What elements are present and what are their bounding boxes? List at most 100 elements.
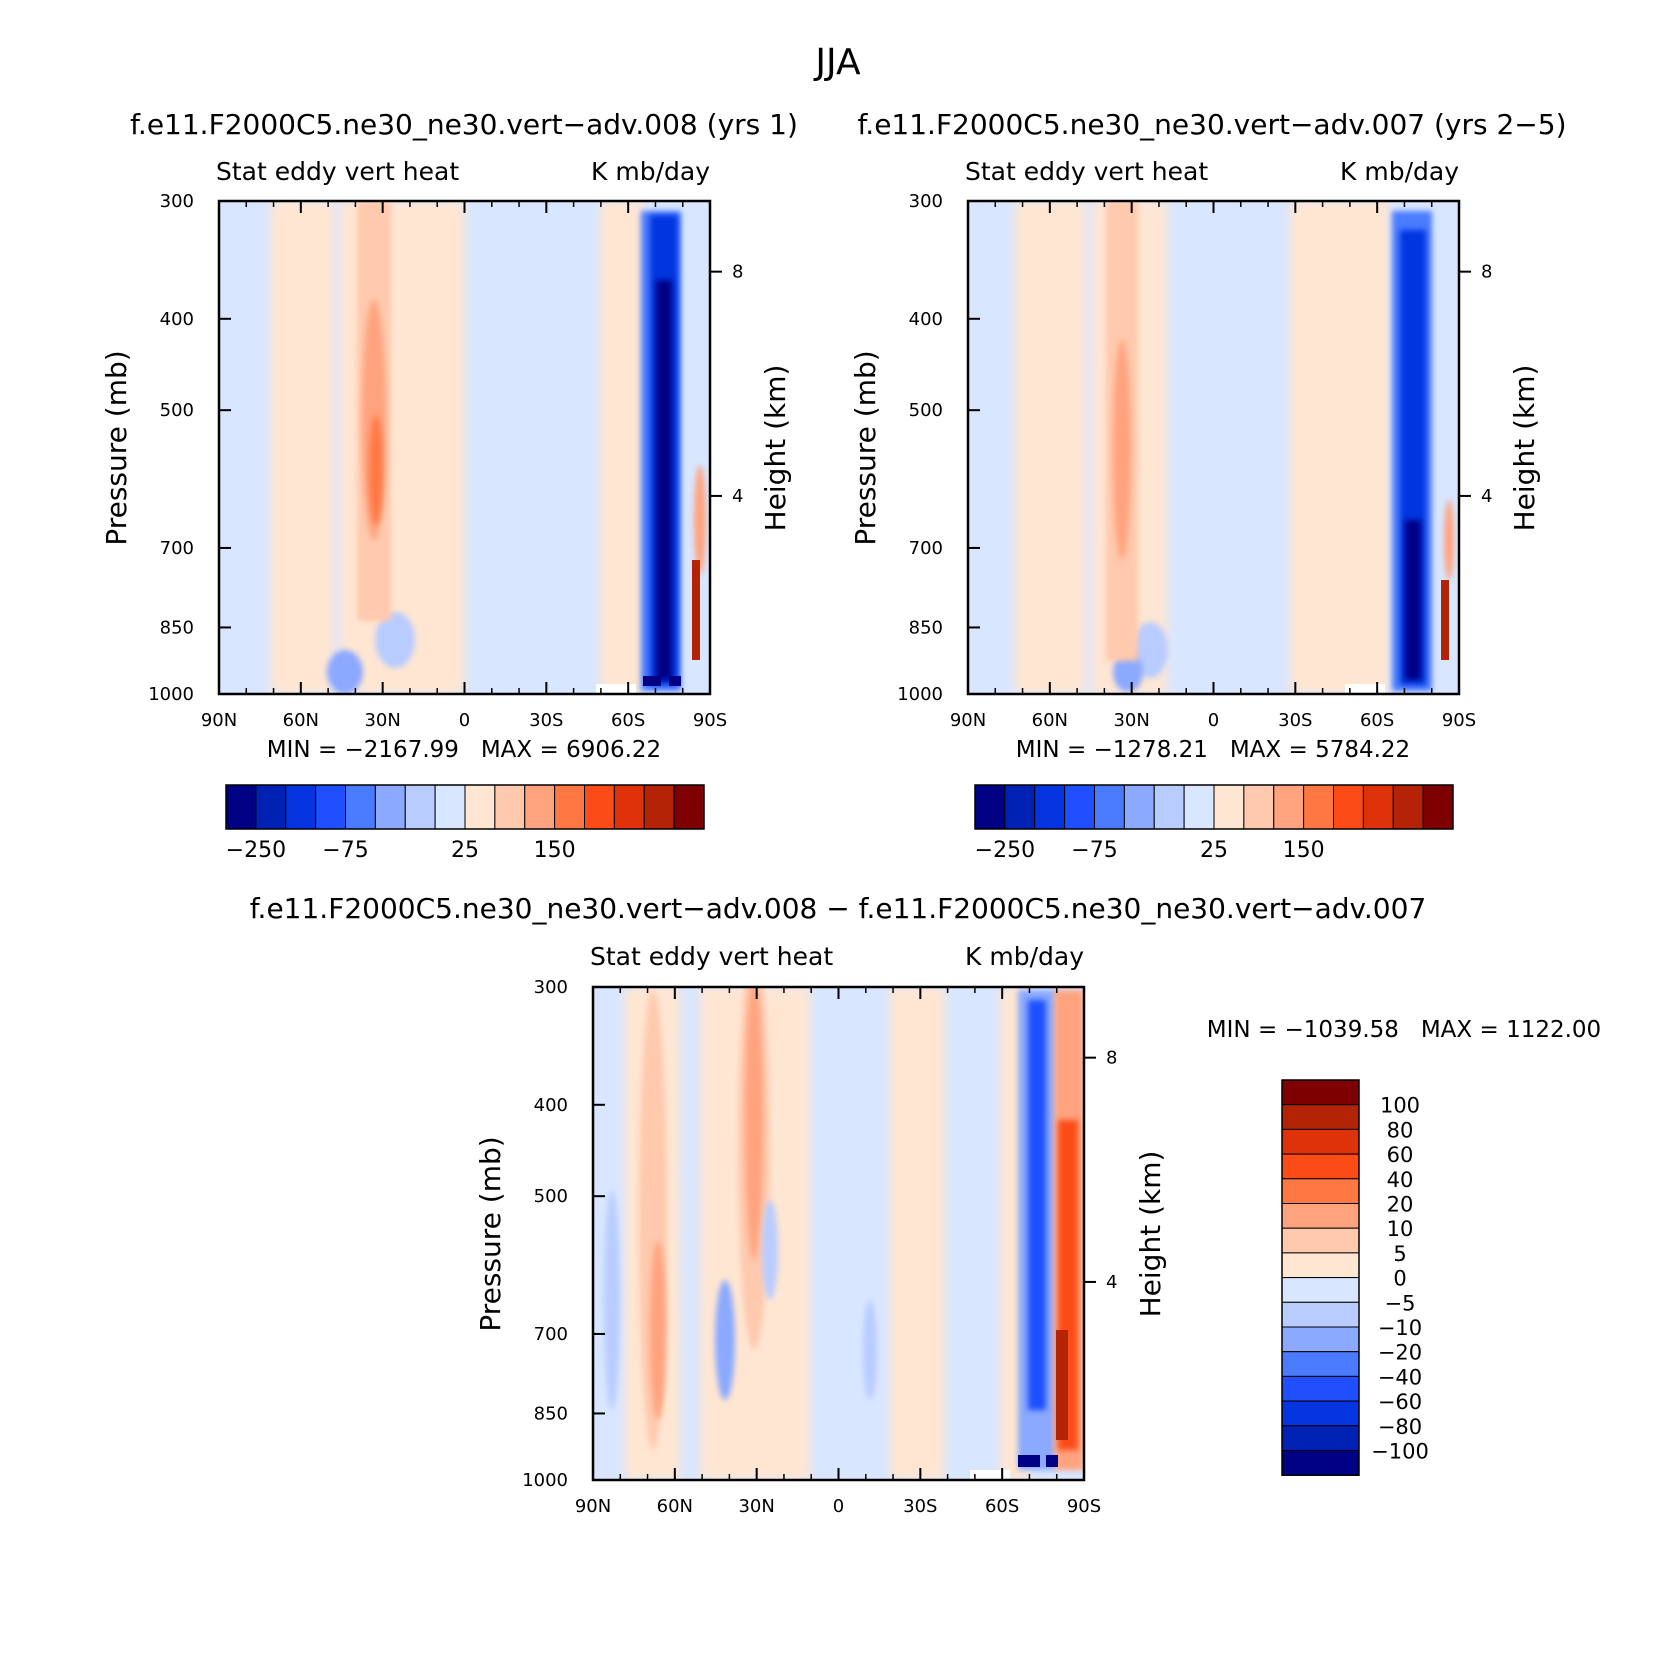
- colorbar-cell: [1034, 784, 1066, 830]
- x-tick-label: 0: [459, 710, 470, 731]
- colorbar-cell: [1281, 1351, 1360, 1377]
- colorbar-cell: [1392, 784, 1424, 830]
- height-tick-label: 4: [1481, 486, 1492, 507]
- panel-2-polar-cold-core: [1405, 520, 1421, 680]
- x-tick-label: 90S: [693, 710, 727, 731]
- panel-2-axes: 90N 60N 30N 0 30S 60S 90S 300 400 500 700 850 1000 8 4: [897, 191, 1492, 731]
- y-tick-label: 500: [534, 1186, 568, 1207]
- x-tick-label: 60S: [985, 1496, 1019, 1517]
- y-tick-label: 300: [160, 191, 194, 212]
- panel-3-field: [604, 987, 1084, 1480]
- panel-3-midlat-warm-core: [650, 1240, 666, 1420]
- colorbar-cell: [1281, 1227, 1360, 1254]
- colorbar-cell: [974, 784, 1006, 830]
- panel-3-ylabel: Pressure (mb): [474, 1136, 507, 1331]
- y-tick-label: 1000: [522, 1470, 568, 1491]
- height-tick-label: 4: [1106, 1272, 1117, 1293]
- x-tick-label: 90S: [1442, 710, 1476, 731]
- colorbar-label: 0: [1393, 1267, 1406, 1291]
- panel-1-subtropical-peak: [369, 415, 383, 525]
- y-tick-label: 500: [160, 400, 194, 421]
- colorbar-cell: [1281, 1252, 1360, 1279]
- panel-1-warm-band-c: [600, 201, 645, 694]
- panel-3: f.e11.F2000C5.ne30_ne30.vert−adv.008 − f…: [250, 892, 1601, 1517]
- colorbar-cell: [1183, 784, 1215, 830]
- panel-2-cool-patch: [1113, 652, 1143, 692]
- panel-1-polar-cold-core: [656, 280, 672, 680]
- panel-3-cool-patch: [762, 1200, 778, 1300]
- height-tick-label: 8: [1481, 262, 1492, 283]
- panel-3-plot-area: [593, 987, 1084, 1480]
- y-tick-label: 300: [909, 191, 943, 212]
- y-tick-label: 1000: [148, 684, 194, 705]
- panel-3-polar-warm-core: [1056, 1330, 1068, 1440]
- colorbar-label: −40: [1378, 1365, 1422, 1389]
- y-tick-label: 400: [160, 309, 194, 330]
- colorbar-cell: [1422, 784, 1454, 830]
- colorbar-label: 100: [1380, 1094, 1420, 1118]
- panel-2-title: f.e11.F2000C5.ne30_ne30.vert−adv.007 (yr…: [857, 108, 1566, 141]
- panel-2-plot-area: [968, 201, 1459, 694]
- height-tick-label: 8: [732, 262, 743, 283]
- colorbar-label: 25: [1200, 838, 1228, 863]
- panel-3-left-label: Stat eddy vert heat: [590, 942, 833, 971]
- colorbar-cell: [1362, 784, 1394, 830]
- colorbar-cell: [404, 784, 436, 830]
- x-tick-label: 60N: [283, 710, 319, 731]
- x-tick-label: 30S: [1278, 710, 1312, 731]
- colorbar-cell: [494, 784, 526, 830]
- panel-1-right-label: K mb/day: [591, 157, 710, 186]
- colorbar-frame: [1281, 1079, 1360, 1476]
- panel-3-ylabel-right: Height (km): [1134, 1151, 1167, 1318]
- x-tick-label: 90N: [950, 710, 986, 731]
- colorbar-frame: [225, 784, 705, 830]
- y-tick-label: 700: [534, 1324, 568, 1345]
- panel-3-missing-surface: [970, 1470, 1010, 1480]
- y-tick-label: 700: [909, 538, 943, 559]
- x-tick-label: 90N: [575, 1496, 611, 1517]
- panel-3-subtropical-warm-core: [745, 987, 763, 1260]
- panel-1-ylabel-right: Height (km): [759, 365, 792, 532]
- colorbar-cell: [1281, 1277, 1360, 1303]
- colorbar-label: 5: [1393, 1242, 1406, 1266]
- height-tick-label: 4: [732, 486, 743, 507]
- y-tick-label: 700: [160, 538, 194, 559]
- panel-3-axes: 90N 60N 30N 0 30S 60S 90S 300 400 500 700 850 1000 8 4: [522, 977, 1117, 1517]
- colorbar-label: 20: [1387, 1193, 1414, 1217]
- panel-2-missing-surface: [1345, 684, 1385, 694]
- x-tick-label: 30N: [364, 710, 400, 731]
- colorbar-label: −80: [1378, 1415, 1422, 1439]
- x-tick-label: 60N: [657, 1496, 693, 1517]
- colorbar-label: −20: [1378, 1341, 1422, 1365]
- panel-3-surface-cold: [1046, 1455, 1058, 1467]
- panel-3-cool-patch: [604, 1190, 620, 1410]
- colorbar-cell: [255, 784, 287, 830]
- colorbar-cell: [1281, 1450, 1360, 1476]
- y-tick-label: 400: [909, 309, 943, 330]
- colorbar-cell: [1004, 784, 1036, 830]
- panel-3-minmax: MIN = −1039.58 MAX = 1122.00: [1207, 1017, 1601, 1043]
- x-tick-label: 0: [833, 1496, 844, 1517]
- colorbar-cell: [1281, 1153, 1360, 1180]
- panel-3-cool-patch: [863, 1300, 877, 1400]
- colorbar-cell: [1281, 1079, 1360, 1106]
- colorbar-cell: [1281, 1104, 1360, 1130]
- colorbar-cell: [225, 784, 257, 830]
- panel-1-plot-area: [219, 201, 710, 694]
- y-tick-label: 850: [909, 617, 943, 638]
- panel-3-title: f.e11.F2000C5.ne30_ne30.vert−adv.008 − f…: [250, 892, 1427, 925]
- colorbar-cell: [1281, 1400, 1360, 1427]
- colorbar-cell: [1333, 784, 1364, 830]
- colorbar-label: −60: [1378, 1390, 1422, 1414]
- y-tick-label: 300: [534, 977, 568, 998]
- panel-3-polar-cold: [1028, 1000, 1046, 1410]
- colorbar-cell: [1281, 1203, 1360, 1229]
- panel-3-surface-cold: [1018, 1455, 1040, 1467]
- panel-1-polar-warm-edge: [694, 465, 706, 575]
- y-tick-label: 400: [534, 1095, 568, 1116]
- colorbar-cell: [1153, 784, 1185, 830]
- colorbar-cell: [345, 784, 376, 830]
- panel-2-warm-band-c: [1290, 201, 1390, 694]
- colorbar-label: −100: [1371, 1440, 1429, 1464]
